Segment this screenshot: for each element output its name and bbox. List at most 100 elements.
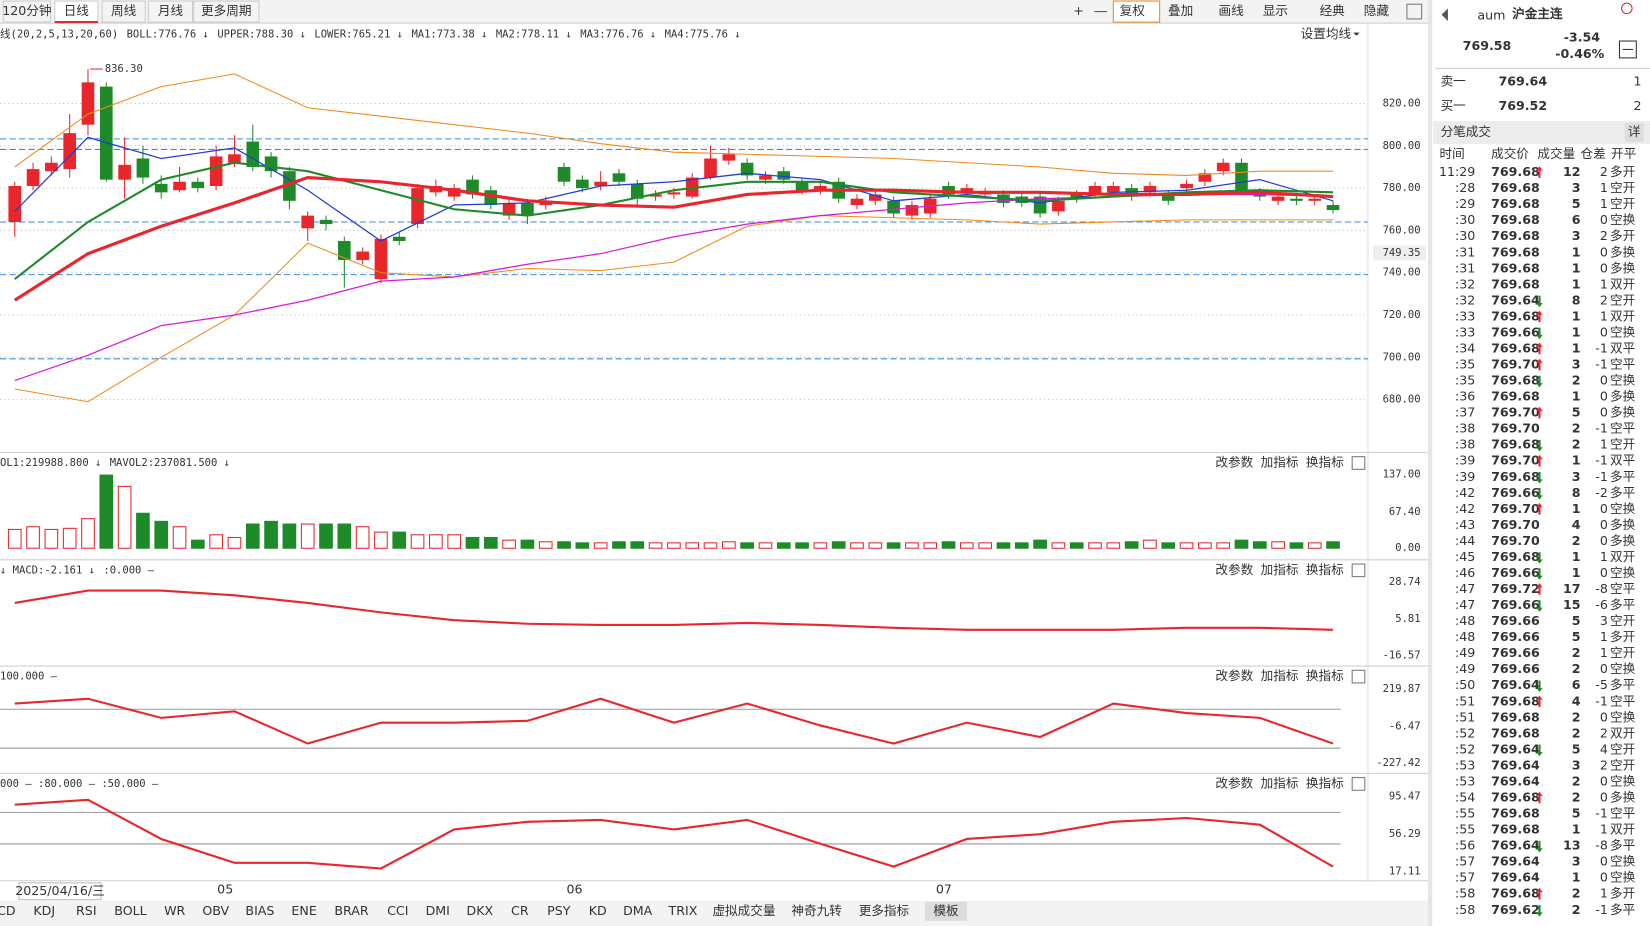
trade-vol: 1 [1572,308,1581,323]
panel-button[interactable]: 换指标 [1306,455,1344,470]
close-button[interactable] [1351,563,1366,578]
trade-price: 769.66 [1491,661,1540,676]
detail-button[interactable]: 详 [1628,124,1641,139]
indicator-tab[interactable]: RSI [76,903,96,918]
indicator-tab[interactable]: BIAS [245,903,274,918]
trade-arrow [1536,904,1543,917]
indicator-tab[interactable]: DKX [467,903,494,918]
trade-price: 769.68 [1491,790,1540,805]
trade-vol: 3 [1572,469,1581,484]
panel-button[interactable]: 改参数 [1215,455,1253,470]
back-icon[interactable] [1441,8,1448,22]
indicator-tab[interactable]: CCI [387,903,408,918]
trade-vol: 2 [1572,902,1581,917]
trades-header-bg [1433,121,1650,145]
trade-time: :54 [1455,790,1475,805]
close-button[interactable] [1351,777,1366,791]
tool-button[interactable]: 显示 [1263,3,1288,18]
volume-bar [1307,542,1322,549]
trade-price: 769.68 [1491,822,1540,837]
indicator-tab[interactable]: 更多指标 [859,903,910,918]
candle-body [63,133,76,170]
indicator-value: MA3:776.76 ↓ [580,29,656,41]
volume-bar [868,542,883,549]
candle-body [1107,186,1120,193]
close-button[interactable] [1351,456,1366,470]
volume-bar [1271,541,1285,549]
indicator-value: UPPER:788.30 ↓ [217,29,306,41]
volume-bar [1161,542,1176,549]
panel-button[interactable]: 换指标 [1306,562,1344,577]
splitter[interactable] [1427,0,1433,926]
trade-type: 空平 [1610,806,1635,821]
indicator-tab[interactable]: DMA [623,903,653,918]
fullscreen-icon[interactable] [1406,3,1423,20]
indicator-tab[interactable]: ENE [291,903,316,918]
panel-button[interactable]: 改参数 [1215,775,1253,790]
tool-button[interactable]: 经典 [1320,3,1346,18]
trade-diff: 0 [1600,517,1608,532]
period-tab[interactable]: 更多周期 [201,3,251,18]
indicator-tab[interactable]: CR [511,903,529,918]
panel-button[interactable]: 加指标 [1261,562,1299,577]
candle-body [667,192,681,195]
indicator-tab[interactable]: 模板 [933,903,959,918]
panel-button[interactable]: 换指标 [1306,668,1344,683]
candle-body [447,188,461,197]
indicator-tab[interactable]: 神奇九转 [791,903,842,918]
period-tab[interactable]: 120分钟 [2,3,51,18]
ma-setting[interactable]: 设置均线 [1301,26,1352,41]
tool-button[interactable]: 叠加 [1168,3,1193,18]
panel-button[interactable]: 加指标 [1261,668,1299,683]
tool-button[interactable]: 画线 [1219,3,1245,18]
volume-bar [1179,542,1194,549]
collapse-icon[interactable] [1618,40,1637,59]
indicator-tab[interactable]: PSY [547,903,571,918]
trade-price: 769.64 [1491,870,1540,885]
indicator-tab[interactable]: TRIX [668,903,698,918]
volume-bar [776,542,791,549]
trade-time: :30 [1455,228,1475,243]
trade-diff: 0 [1600,533,1608,548]
trade-time: :51 [1455,709,1475,724]
trade-time: :58 [1455,902,1475,917]
badge-icon[interactable] [1621,2,1633,15]
trade-price: 769.66 [1491,565,1540,580]
period-tab[interactable]: 月线 [158,3,184,18]
trade-price: 769.68 [1491,806,1540,821]
panel-button[interactable]: 改参数 [1215,562,1253,577]
panel-button[interactable]: 加指标 [1261,455,1299,470]
indicator-tab[interactable]: KDJ [33,903,55,918]
close-button[interactable] [1351,669,1366,684]
date-label: 05 [217,882,233,897]
tool-button[interactable]: 隐藏 [1364,3,1390,18]
indicator-tab[interactable]: BRAR [334,903,369,918]
trade-diff: -1 [1595,902,1608,917]
period-tab[interactable]: 日线 [64,3,90,18]
active-tab-bg [924,901,968,921]
panel-button[interactable]: 换指标 [1306,775,1344,790]
candle-body [466,179,479,195]
indicator-tab[interactable]: BOLL [114,903,146,918]
trade-type: 空平 [1610,693,1635,708]
trade-vol: 1 [1572,870,1581,885]
indicator-tab[interactable]: DMI [426,903,450,918]
tool-button[interactable]: 复权 [1120,3,1146,18]
zoom-in-icon[interactable]: + [1073,3,1084,18]
panel-button[interactable]: 加指标 [1261,775,1299,790]
trade-vol: 8 [1572,292,1581,307]
trades-title: 分笔成交 [1441,124,1492,139]
trade-vol: 4 [1572,517,1581,532]
indicator-tab[interactable]: OBV [202,903,229,918]
volume-bar [81,518,95,549]
indicator-tab[interactable]: WR [164,903,185,918]
trade-type: 多平 [1610,677,1635,692]
indicator-tab[interactable]: CD [0,903,16,918]
panel-button[interactable]: 改参数 [1215,668,1253,683]
indicator-tab[interactable]: 虚拟成交量 [712,903,775,918]
period-tab[interactable]: 周线 [111,3,137,18]
trade-diff: 1 [1600,549,1608,564]
volume-bar [1106,542,1121,549]
indicator-tab[interactable]: KD [589,903,607,918]
